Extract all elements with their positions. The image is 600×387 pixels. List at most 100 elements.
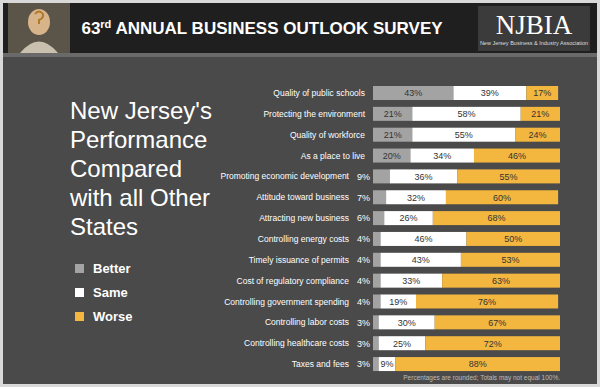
category-label: Quality of public schools <box>273 88 365 98</box>
data-label: 21% <box>384 130 402 140</box>
category-label: Controlling energy costs <box>258 234 349 244</box>
bar-segment <box>380 274 442 288</box>
data-label: 46% <box>414 234 432 244</box>
page: 63rd ANNUAL BUSINESS OUTLOOK SURVEY NJBIA… <box>0 0 600 387</box>
data-label: 36% <box>414 172 432 182</box>
bar-segment <box>373 169 390 183</box>
category-labels: Quality of public schools Protecting the … <box>220 88 365 369</box>
bar-segment <box>379 336 426 350</box>
chart-title: New Jersey's Performance Compared with a… <box>70 96 228 241</box>
bar-segment <box>453 86 526 100</box>
bar-segment <box>373 336 379 350</box>
bar-segment <box>373 357 379 371</box>
bar-segment <box>379 357 396 371</box>
bar-segment <box>395 357 560 371</box>
bar-segment <box>433 211 560 225</box>
bar-segment <box>373 295 380 309</box>
data-label: 67% <box>488 318 506 328</box>
data-label: 55% <box>455 130 473 140</box>
data-label: 34% <box>433 151 451 161</box>
data-label: 68% <box>487 213 505 223</box>
data-label: 6% <box>357 213 370 223</box>
data-label: 4% <box>357 255 370 265</box>
data-label: 21% <box>384 109 402 119</box>
category-label: Quality of workforce <box>290 130 365 140</box>
data-label: 25% <box>393 339 411 349</box>
data-label: 9% <box>381 359 394 369</box>
bar-segment <box>373 253 380 267</box>
header-title: 63rd ANNUAL BUSINESS OUTLOOK SURVEY <box>81 18 443 38</box>
data-label: 72% <box>484 339 502 349</box>
category-label: Controlling government spending <box>224 297 349 307</box>
bar-segment <box>373 190 386 204</box>
data-label: 43% <box>412 255 430 265</box>
legend-swatch <box>75 264 84 273</box>
data-label: 24% <box>529 130 547 140</box>
data-label: 43% <box>404 88 422 98</box>
bar-segment <box>526 86 558 100</box>
data-label: 7% <box>357 193 370 203</box>
header-title-part: rd <box>100 18 111 30</box>
legend: Better Same Worse <box>75 261 133 324</box>
data-label: 63% <box>492 276 510 286</box>
data-label: 21% <box>531 109 549 119</box>
data-label: 3% <box>357 359 370 369</box>
legend-label: Better <box>93 261 131 276</box>
bar-segment <box>412 107 520 121</box>
bar-segment <box>446 190 558 204</box>
figure-body <box>20 42 58 54</box>
legend-label: Same <box>93 285 128 300</box>
data-label: 33% <box>402 276 420 286</box>
data-label: 26% <box>400 213 418 223</box>
bar-segment <box>373 274 380 288</box>
bar-segment <box>412 128 515 142</box>
bar-segment <box>467 232 561 246</box>
data-label: 39% <box>481 88 499 98</box>
data-label: 30% <box>398 318 416 328</box>
figure-mark <box>35 12 43 25</box>
data-label: 53% <box>501 255 519 265</box>
footnote: Percentages are rounded; Totals may not … <box>403 374 560 382</box>
bar-segment <box>457 169 560 183</box>
data-label: 9% <box>357 172 370 182</box>
legend-swatch <box>75 288 84 297</box>
header-rule <box>3 53 597 57</box>
bar-segment <box>373 211 384 225</box>
bar-segment <box>384 211 433 225</box>
bar-segment <box>461 253 560 267</box>
category-label: Protecting the environment <box>263 109 365 119</box>
bar-segment <box>442 274 560 288</box>
category-label: As a place to live <box>301 151 366 161</box>
data-label: 19% <box>389 297 407 307</box>
bar-segment <box>410 149 474 163</box>
bar-segment <box>373 128 412 142</box>
data-label: 60% <box>493 193 511 203</box>
data-labels: 43%39%17%21%58%21%21%55%24%20%34%46%9%36… <box>357 88 551 369</box>
logo: NJBIA <box>496 10 573 40</box>
legend-swatch <box>75 312 84 321</box>
bar-segment <box>474 149 560 163</box>
bar-segment <box>386 190 446 204</box>
bar-segment <box>373 86 453 100</box>
bar-segment <box>373 315 379 329</box>
category-label: Taxes and fees <box>292 359 349 369</box>
data-label: 17% <box>533 88 551 98</box>
data-label: 55% <box>500 172 518 182</box>
header-band <box>3 3 597 53</box>
bar-segment <box>373 232 380 246</box>
legend-label: Worse <box>93 309 133 324</box>
panel <box>3 3 597 384</box>
data-label: 50% <box>504 234 522 244</box>
data-label: 3% <box>357 318 370 328</box>
bar-segment <box>435 315 560 329</box>
category-label: Attracting new business <box>259 213 349 223</box>
header-title-part: 63 <box>81 19 100 38</box>
bar-segment <box>380 295 416 309</box>
data-label: 20% <box>383 151 401 161</box>
data-label: 4% <box>357 276 370 286</box>
category-label: Timely issuance of permits <box>249 255 349 265</box>
header-title-part: ANNUAL BUSINESS OUTLOOK SURVEY <box>111 19 443 38</box>
bar-segment <box>380 232 466 246</box>
data-label: 4% <box>357 297 370 307</box>
bar-segment <box>373 149 410 163</box>
